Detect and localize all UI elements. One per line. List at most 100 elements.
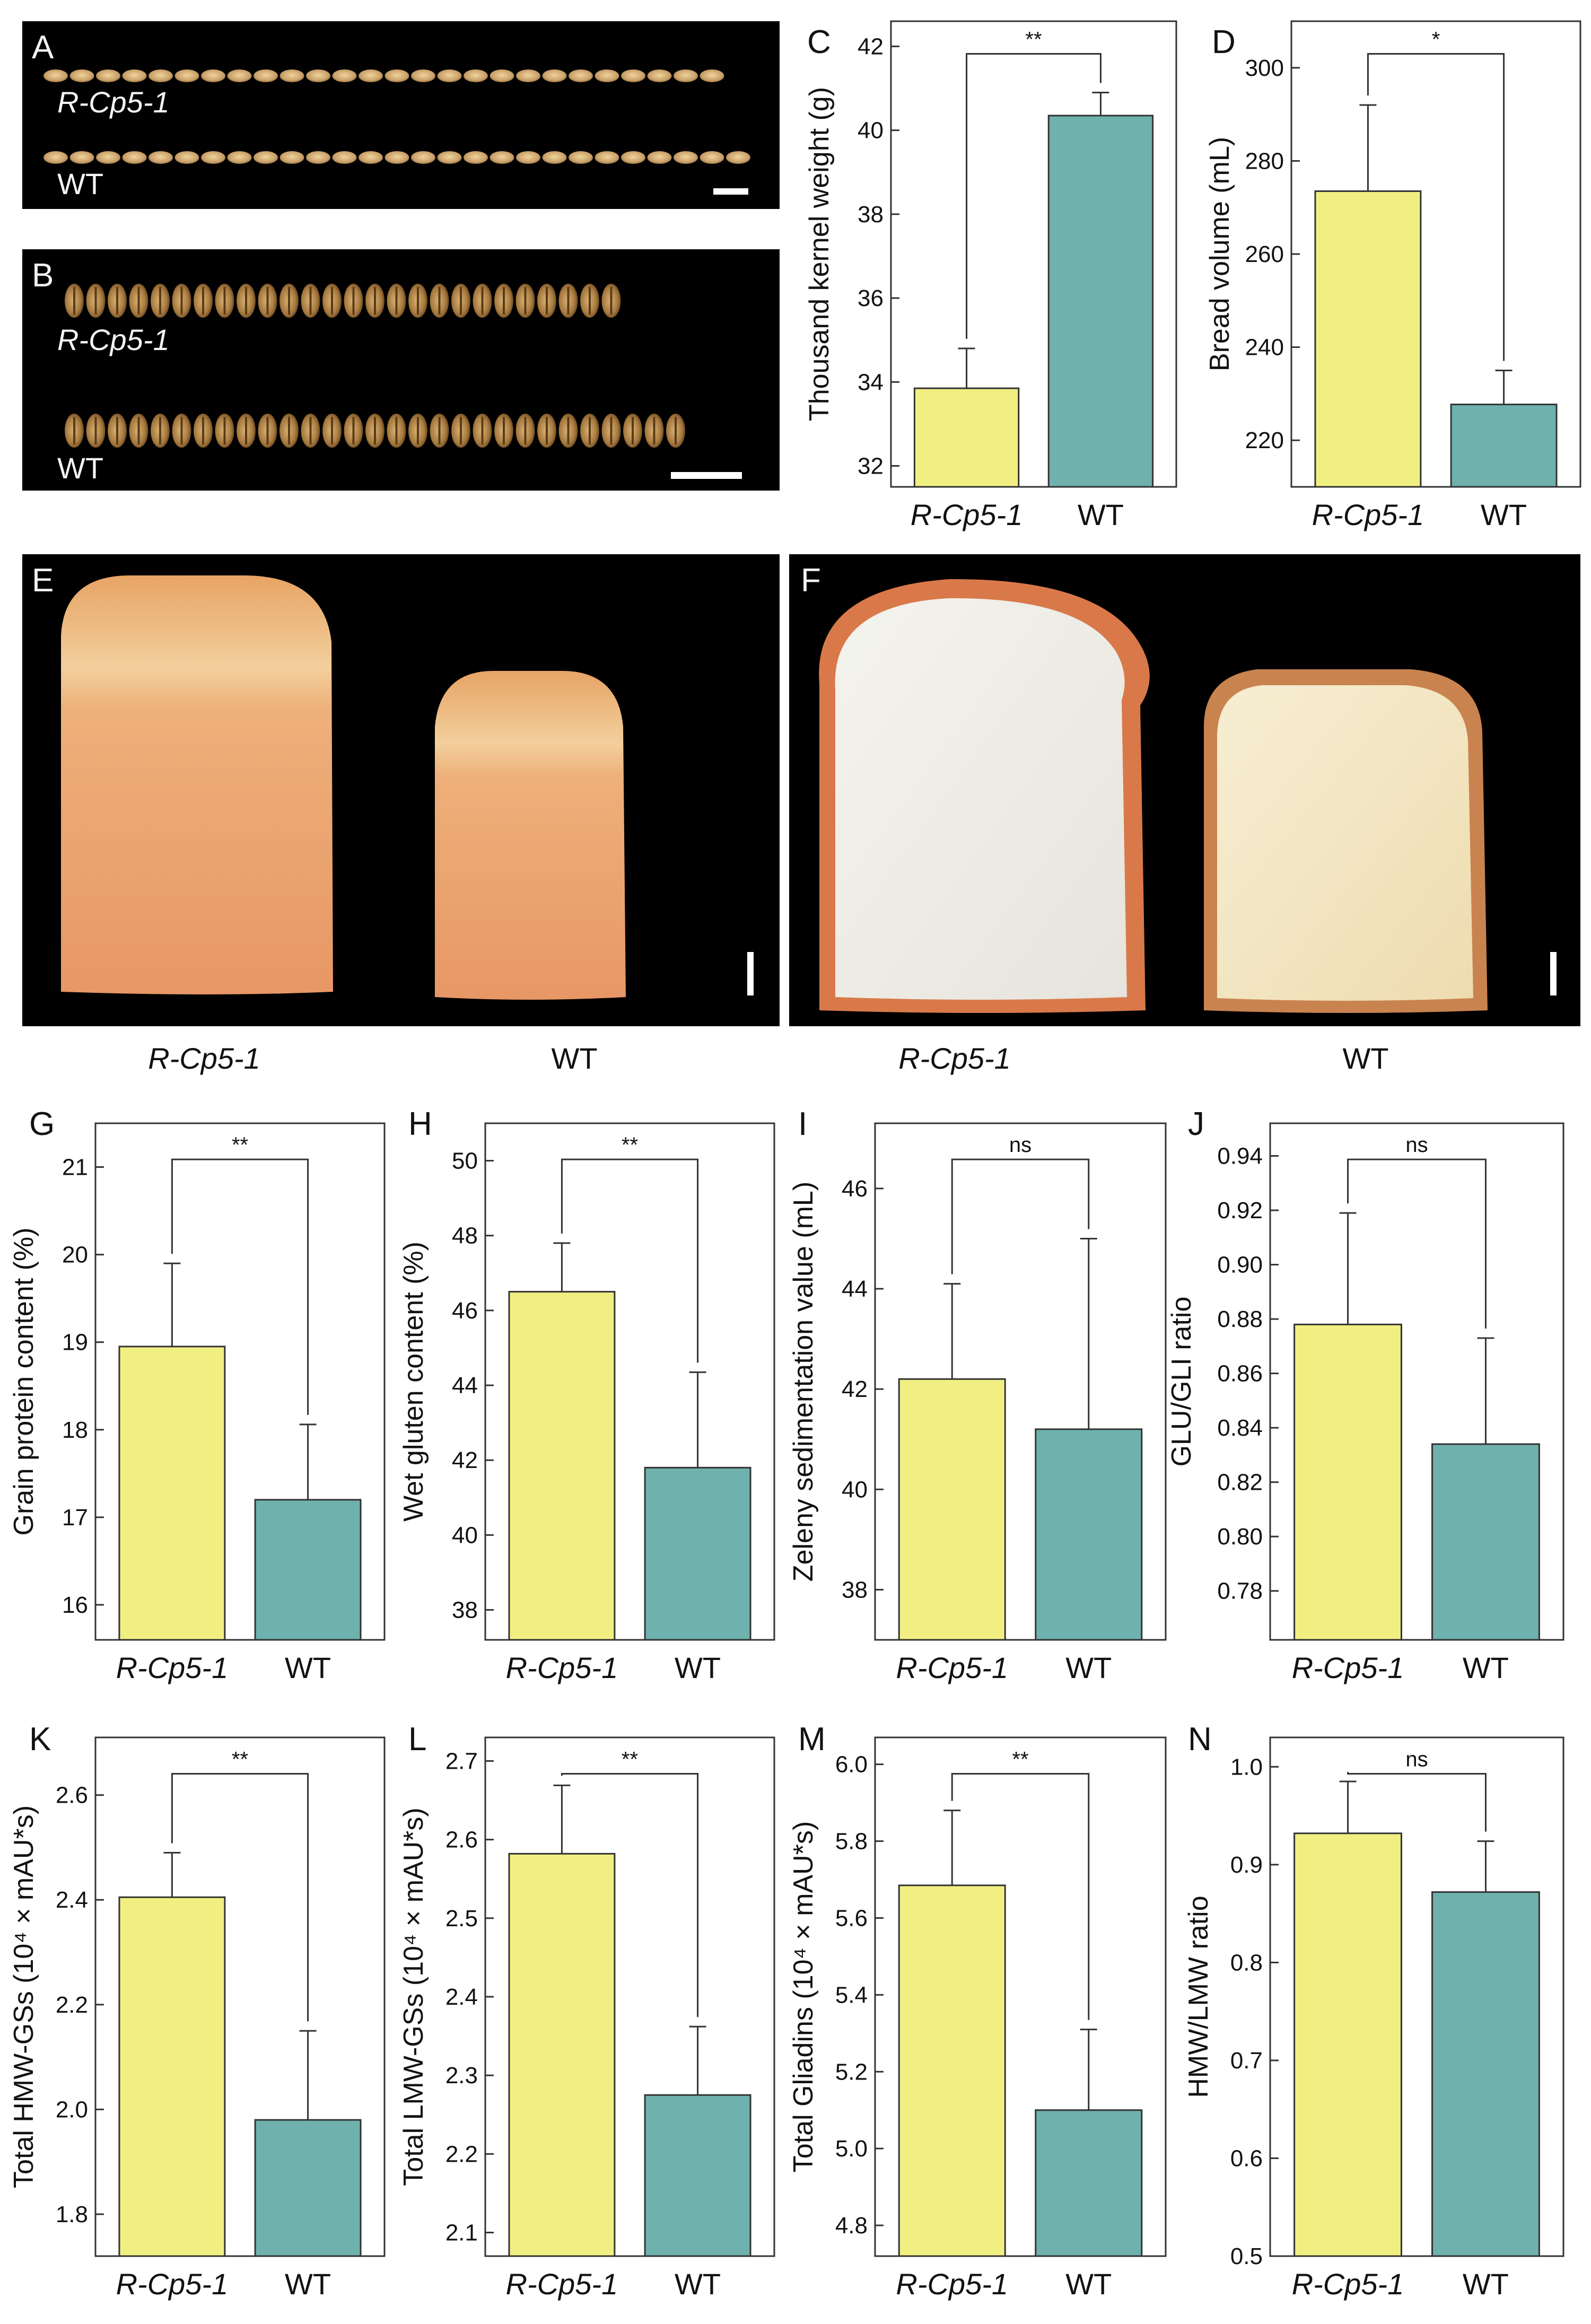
scale-bar-a	[713, 188, 748, 195]
bar-r-cp5-1	[898, 1884, 1006, 2257]
y-tick-label: 1.0	[1230, 1754, 1263, 1780]
wheat-kernel-icon	[437, 151, 462, 164]
wheat-kernel-icon	[516, 151, 540, 164]
chart-panel-n: 0.5 0.6 0.7 0.8 0.9 1.0 HMW/LMW ratio R-Cp5-1 WT…	[1183, 1736, 1564, 2301]
axis-frame	[94, 1122, 386, 1641]
photo-panel-b: B R-Cp5-1 WT	[22, 249, 780, 491]
wheat-kernel-icon	[332, 69, 357, 82]
y-tick-label: 0.84	[1217, 1415, 1263, 1441]
chart-panel-k: 1.8 2.0 2.2 2.4 2.6 Total HMW-GSs (10⁴ × mAU*…	[8, 1736, 386, 2301]
significance-bracket	[951, 1772, 1090, 2020]
y-tick-label: 0.8	[1230, 1950, 1263, 1976]
y-tick-label: 38	[842, 1577, 868, 1603]
photo-b-label-wt: WT	[57, 451, 103, 485]
panel-letter-j: J	[1188, 1106, 1204, 1142]
category-label-wt: WT	[285, 2267, 331, 2301]
panel-letter-l: L	[408, 1721, 426, 1758]
wheat-kernel-icon	[569, 69, 593, 82]
y-tick-label: 2.2	[445, 2141, 478, 2167]
category-label-r-cp5-1: R-Cp5-1	[506, 2267, 618, 2301]
y-tick-label: 36	[858, 285, 884, 311]
significance-label: ns	[1009, 1133, 1031, 1157]
wheat-kernel-icon	[253, 69, 278, 82]
chart-panel-g: 16 17 18 19 20 21 Grain protein content (%) R-C…	[8, 1122, 386, 1684]
bread-loaf-icon	[61, 575, 333, 994]
wheat-kernel-icon	[359, 151, 383, 164]
y-tick-label: 2.2	[56, 1992, 88, 2018]
wheat-kernel-icon	[306, 151, 330, 164]
category-label-wt: WT	[285, 1651, 331, 1684]
y-axis-label: Total HMW-GSs (10⁴ × mAU*s)	[8, 1805, 39, 2188]
bar-r-cp5-1	[508, 1291, 616, 1641]
chart-panel-l: 2.1 2.2 2.3 2.4 2.5 2.6 2.7 Total LMW-GSs (10⁴ …	[398, 1736, 775, 2301]
panel-letter-e: E	[32, 562, 54, 599]
wheat-kernel-icon	[122, 151, 147, 164]
y-axis-label: Zeleny sedimentation value (mL)	[788, 1182, 819, 1582]
bar-wt	[644, 1466, 751, 1641]
wheat-kernel-icon	[647, 151, 672, 164]
wheat-kernel-icon	[621, 69, 645, 82]
wheat-kernel-icon	[411, 151, 435, 164]
axis-frame	[890, 20, 1177, 488]
bar-wt	[1431, 1443, 1540, 1641]
y-tick-label: 40	[858, 118, 884, 144]
panel-letter-a: A	[32, 29, 54, 66]
significance-bracket	[171, 1772, 309, 2022]
y-tick-label: 20	[62, 1242, 88, 1268]
y-tick-label: 5.0	[835, 2136, 868, 2162]
kernel-row-wt-front	[65, 414, 685, 448]
y-tick-label: 0.88	[1217, 1306, 1263, 1332]
wheat-kernel-icon	[595, 151, 619, 164]
y-tick-label: 42	[452, 1447, 478, 1473]
axis-frame	[94, 1736, 386, 2257]
y-tick-label: 2.1	[445, 2220, 478, 2246]
category-label-wt: WT	[675, 2267, 721, 2301]
significance-label: **	[232, 1748, 248, 1771]
bar-r-cp5-1	[913, 387, 1020, 488]
significance-label: **	[622, 1748, 638, 1771]
chart-panel-c: 32 34 36 38 40 42 Thousand kernel weight (g) R-…	[804, 20, 1177, 531]
panel-letter-m: M	[798, 1721, 826, 1758]
wheat-kernel-icon	[647, 69, 672, 82]
wheat-kernel-icon	[253, 151, 278, 164]
y-tick-label: 5.4	[835, 1982, 868, 2008]
bar-r-cp5-1	[1314, 190, 1422, 488]
wheat-kernel-icon	[542, 151, 567, 164]
y-tick-label: 50	[452, 1148, 478, 1174]
panel-letter-g: G	[29, 1106, 55, 1142]
y-axis-label: Grain protein content (%)	[8, 1228, 39, 1536]
kernel-row-r-cp5-1-front	[65, 284, 621, 318]
wheat-kernel-icon	[516, 69, 540, 82]
wheat-kernel-icon	[489, 69, 514, 82]
photo-b-label-r-cp5-1: R-Cp5-1	[57, 323, 170, 356]
y-tick-label: 6.0	[835, 1752, 868, 1778]
panel-letter-c: C	[807, 24, 831, 60]
y-tick-label: 46	[452, 1298, 478, 1324]
y-tick-label: 0.9	[1230, 1852, 1263, 1878]
category-label-r-cp5-1: R-Cp5-1	[896, 2267, 1008, 2301]
y-tick-label: 0.90	[1217, 1252, 1263, 1278]
wheat-kernel-icon	[227, 69, 252, 82]
y-tick-label: 2.7	[445, 1748, 478, 1774]
y-tick-label: 48	[452, 1223, 478, 1249]
significance-bracket	[561, 1158, 699, 1363]
wheat-kernel-icon	[306, 69, 330, 82]
bar-r-cp5-1	[118, 1346, 226, 1641]
scale-bar-f	[1550, 952, 1557, 995]
wheat-kernel-icon	[43, 151, 68, 164]
y-tick-label: 0.6	[1230, 2145, 1263, 2171]
wheat-kernel-icon	[569, 151, 593, 164]
wheat-kernel-icon	[489, 151, 514, 164]
wheat-kernel-icon	[69, 69, 94, 82]
photo-f-label-r-cp5-1: R-Cp5-1	[898, 1042, 1011, 1075]
y-tick-label: 16	[62, 1592, 88, 1618]
y-tick-label: 280	[1245, 148, 1284, 174]
wheat-kernel-icon	[148, 151, 173, 164]
y-tick-label: 5.8	[835, 1829, 868, 1855]
y-tick-label: 300	[1245, 55, 1284, 81]
significance-bracket	[171, 1158, 309, 1415]
bar-r-cp5-1	[1293, 1323, 1402, 1641]
wheat-kernel-icon	[411, 69, 435, 82]
axis-frame	[874, 1736, 1167, 2257]
